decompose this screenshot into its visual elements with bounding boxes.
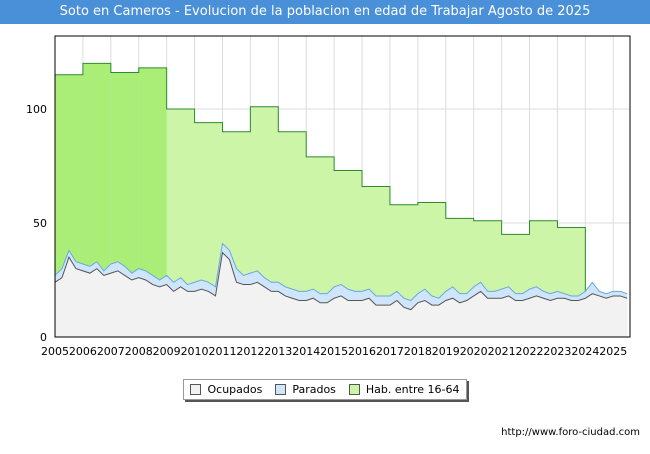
x-tick-2025: 2025	[599, 345, 627, 358]
legend: Ocupados Parados Hab. entre 16-64	[183, 379, 467, 400]
x-tick-2015: 2015	[320, 345, 348, 358]
x-tick-2020: 2020	[460, 345, 488, 358]
x-tick-2006: 2006	[69, 345, 97, 358]
legend-label-parados: Parados	[292, 383, 336, 396]
x-tick-2005: 2005	[41, 345, 69, 358]
x-tick-2018: 2018	[404, 345, 432, 358]
y-tick-100: 100	[26, 103, 47, 116]
legend-label-hab: Hab. entre 16-64	[365, 383, 460, 396]
y-tick-0: 0	[40, 331, 47, 344]
ocupados-swatch	[190, 384, 202, 395]
hab-swatch	[348, 384, 360, 395]
x-tick-2011: 2011	[208, 345, 236, 358]
legend-item-hab: Hab. entre 16-64	[348, 383, 460, 396]
x-tick-2016: 2016	[348, 345, 376, 358]
plot-frame	[54, 35, 631, 338]
x-tick-2010: 2010	[181, 345, 209, 358]
x-tick-2012: 2012	[236, 345, 264, 358]
ocupados-line	[54, 251, 628, 311]
x-tick-2017: 2017	[376, 345, 404, 358]
x-tick-labels: 2005 2006 2007 2008 2009 2010 2011 2012 2013 2014…	[41, 345, 627, 358]
y-tick-50: 50	[33, 217, 47, 230]
hab-line	[55, 62, 586, 337]
x-tick-2009: 2009	[153, 345, 181, 358]
x-tick-2024: 2024	[571, 345, 599, 358]
x-tick-2013: 2013	[264, 345, 292, 358]
x-tick-2021: 2021	[488, 345, 516, 358]
x-tick-2022: 2022	[516, 345, 544, 358]
x-tick-2023: 2023	[543, 345, 571, 358]
parados-swatch	[275, 384, 287, 395]
x-tick-2008: 2008	[125, 345, 153, 358]
x-tick-2007: 2007	[97, 345, 125, 358]
legend-item-parados: Parados	[275, 383, 336, 396]
legend-label-ocupados: Ocupados	[207, 383, 263, 396]
chart-title: Soto en Cameros - Evolucion de la poblac…	[0, 0, 650, 24]
x-tick-2014: 2014	[292, 345, 320, 358]
footer-url[interactable]: http://www.foro-ciudad.com	[501, 427, 640, 438]
parados-line	[54, 242, 628, 302]
x-tick-2019: 2019	[432, 345, 460, 358]
ocupados-area	[55, 252, 628, 337]
legend-item-ocupados: Ocupados	[190, 383, 262, 396]
y-tick-labels: 0 50 100	[26, 103, 47, 344]
ocupados-series	[54, 251, 628, 337]
